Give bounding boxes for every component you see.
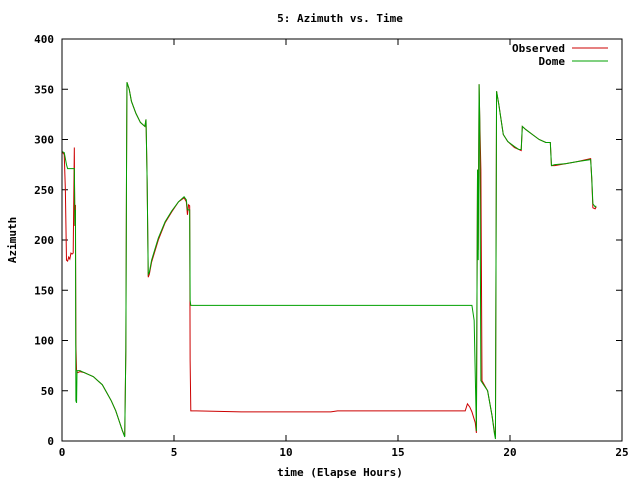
y-tick-label: 250 [34,184,54,197]
x-tick-label: 15 [391,446,404,459]
x-tick-label: 5 [171,446,178,459]
y-tick-label: 0 [47,435,54,448]
y-tick-label: 300 [34,134,54,147]
x-tick-label: 10 [279,446,292,459]
x-tick-label: 20 [503,446,516,459]
y-tick-label: 200 [34,234,54,247]
y-tick-label: 150 [34,284,54,297]
y-tick-label: 100 [34,335,54,348]
series-layer [61,82,597,440]
series-line-dome [61,82,597,440]
plot-frame [61,38,623,442]
legend-label-observed: Observed [512,42,565,55]
series-line-observed [61,82,597,438]
chart-title: 5: Azimuth vs. Time [277,12,403,25]
y-tick-label: 50 [41,385,54,398]
x-axis-label: time (Elapse Hours) [277,466,403,479]
y-tick-label: 400 [34,33,54,46]
x-tick-label: 0 [59,446,66,459]
y-axis-label: Azimuth [6,217,19,263]
legend-label-dome: Dome [539,55,566,68]
x-tick-label: 25 [615,446,628,459]
y-tick-label: 350 [34,83,54,96]
